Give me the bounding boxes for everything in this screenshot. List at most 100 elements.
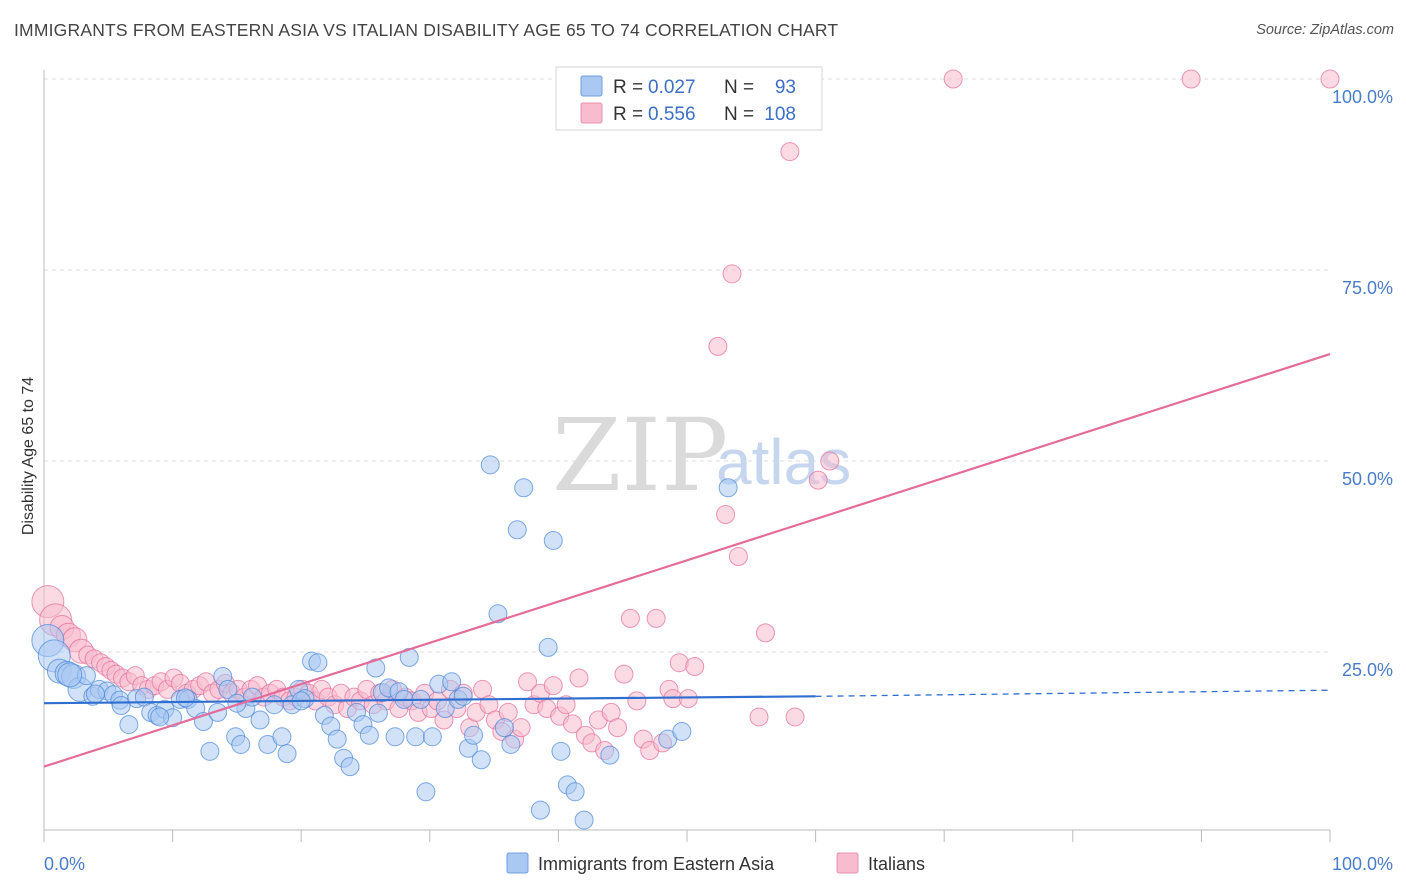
bottom-legend-swatch-pink	[836, 852, 859, 874]
x-tick-label-0: 0.0%	[44, 854, 85, 874]
trend-lines	[43, 352, 1331, 768]
series-eastern-asia-points	[31, 455, 738, 830]
legend-n-label-pink: N =	[724, 104, 754, 125]
trend-line-eastern-asia-extension	[815, 689, 1331, 697]
italians-point-83	[569, 668, 589, 688]
bottom-legend: Immigrants from Eastern Asia Italians	[506, 852, 925, 874]
eastern-asia-point-40	[308, 653, 328, 673]
legend-swatch-pink	[580, 102, 603, 124]
bottom-legend-swatch-blue	[506, 852, 529, 874]
italians-point-102	[708, 336, 728, 356]
eastern-asia-point-73	[514, 478, 534, 498]
bottom-legend-label-blue: Immigrants from Eastern Asia	[538, 854, 775, 874]
eastern-asia-point-33	[264, 695, 284, 715]
legend-r-label-blue: R =	[613, 77, 643, 98]
eastern-asia-point-12	[119, 715, 139, 735]
eastern-asia-point-74	[530, 800, 550, 820]
italians-point-82	[563, 714, 583, 734]
italians-point-92	[627, 691, 647, 711]
italians-point-109	[785, 707, 805, 727]
italians-point-101	[685, 657, 705, 677]
y-tick-label-50: 50.0%	[1342, 469, 1393, 489]
eastern-asia-point-35	[277, 744, 297, 764]
eastern-asia-point-69	[488, 604, 508, 624]
gridlines	[44, 78, 1332, 653]
trend-line-eastern-asia	[43, 695, 816, 705]
italians-point-110	[808, 470, 828, 490]
eastern-asia-point-67	[471, 750, 491, 770]
eastern-asia-point-77	[551, 741, 571, 761]
italians-point-81	[556, 695, 576, 715]
eastern-asia-point-85	[57, 662, 83, 688]
bottom-legend-label-pink: Italians	[868, 854, 925, 874]
italians-point-91	[620, 608, 640, 628]
italians-point-74	[511, 718, 531, 738]
legend-r-value-blue: 0.027	[648, 77, 696, 98]
chart-title: IMMIGRANTS FROM EASTERN ASIA VS ITALIAN …	[14, 20, 839, 40]
eastern-asia-point-79	[565, 782, 585, 802]
legend: R = 0.027 N = 93 R = 0.556 N = 108	[555, 66, 823, 131]
italians-point-105	[728, 547, 748, 566]
eastern-asia-point-28	[231, 734, 251, 754]
eastern-asia-point-43	[327, 729, 347, 749]
eastern-asia-point-26	[218, 679, 238, 699]
eastern-asia-point-84	[718, 478, 738, 498]
watermark-zip: ZIP	[552, 397, 728, 514]
x-tick-label-100: 100.0%	[1332, 854, 1393, 874]
italians-point-111	[820, 451, 840, 471]
italians-point-107	[755, 623, 775, 643]
eastern-asia-point-24	[208, 702, 228, 722]
legend-swatch-blue	[580, 75, 603, 97]
eastern-asia-point-86	[85, 684, 105, 704]
eastern-asia-point-68	[480, 455, 500, 475]
eastern-asia-point-81	[600, 745, 620, 765]
eastern-asia-point-83	[672, 721, 692, 741]
eastern-asia-point-88	[150, 707, 170, 727]
eastern-asia-point-87	[111, 695, 131, 715]
italians-point-95	[646, 608, 666, 628]
italians-point-89	[608, 718, 628, 738]
trend-line-italians	[43, 352, 1331, 768]
eastern-asia-point-23	[200, 741, 220, 761]
eastern-asia-point-76	[543, 530, 563, 550]
eastern-asia-point-90	[227, 693, 247, 713]
eastern-asia-point-70	[494, 718, 514, 738]
italians-point-79	[543, 676, 563, 696]
y-tick-label-25: 25.0%	[1342, 660, 1393, 680]
eastern-asia-point-72	[507, 520, 527, 540]
eastern-asia-point-62	[442, 672, 462, 692]
eastern-asia-point-59	[422, 727, 442, 747]
legend-n-label-blue: N =	[724, 77, 754, 98]
italians-point-90	[614, 664, 634, 684]
eastern-asia-point-89	[175, 688, 195, 708]
italians-point-104	[722, 264, 742, 284]
eastern-asia-point-64	[453, 686, 473, 706]
watermark: ZIP atlas	[552, 397, 851, 514]
eastern-asia-point-80	[574, 810, 594, 830]
eastern-asia-point-56	[406, 727, 426, 747]
eastern-asia-point-66	[464, 725, 484, 745]
eastern-asia-point-71	[501, 734, 521, 754]
italians-point-112	[943, 69, 963, 89]
y-tick-label-75: 75.0%	[1342, 278, 1393, 298]
italians-point-114	[1320, 69, 1340, 89]
italians-point-100	[678, 689, 698, 709]
eastern-asia-point-45	[340, 757, 360, 777]
italians-point-103	[716, 504, 736, 524]
chart-source: Source: ZipAtlas.com	[1256, 22, 1394, 38]
eastern-asia-point-92	[368, 703, 388, 723]
x-axis-ticks	[43, 830, 1331, 842]
eastern-asia-point-31	[250, 710, 270, 730]
eastern-asia-point-48	[359, 725, 379, 745]
y-tick-label-100: 100.0%	[1332, 87, 1393, 107]
y-axis-title: Disability Age 65 to 74	[20, 377, 37, 535]
y-axis-tick-labels: 25.0% 50.0% 75.0% 100.0%	[1332, 87, 1393, 680]
italians-point-75	[518, 672, 538, 692]
eastern-asia-point-75	[538, 637, 558, 657]
legend-n-value-pink: 108	[764, 104, 796, 125]
eastern-asia-point-34	[272, 727, 292, 747]
legend-r-value-pink: 0.556	[648, 104, 696, 125]
eastern-asia-point-52	[385, 727, 405, 747]
legend-r-label-pink: R =	[613, 104, 643, 125]
